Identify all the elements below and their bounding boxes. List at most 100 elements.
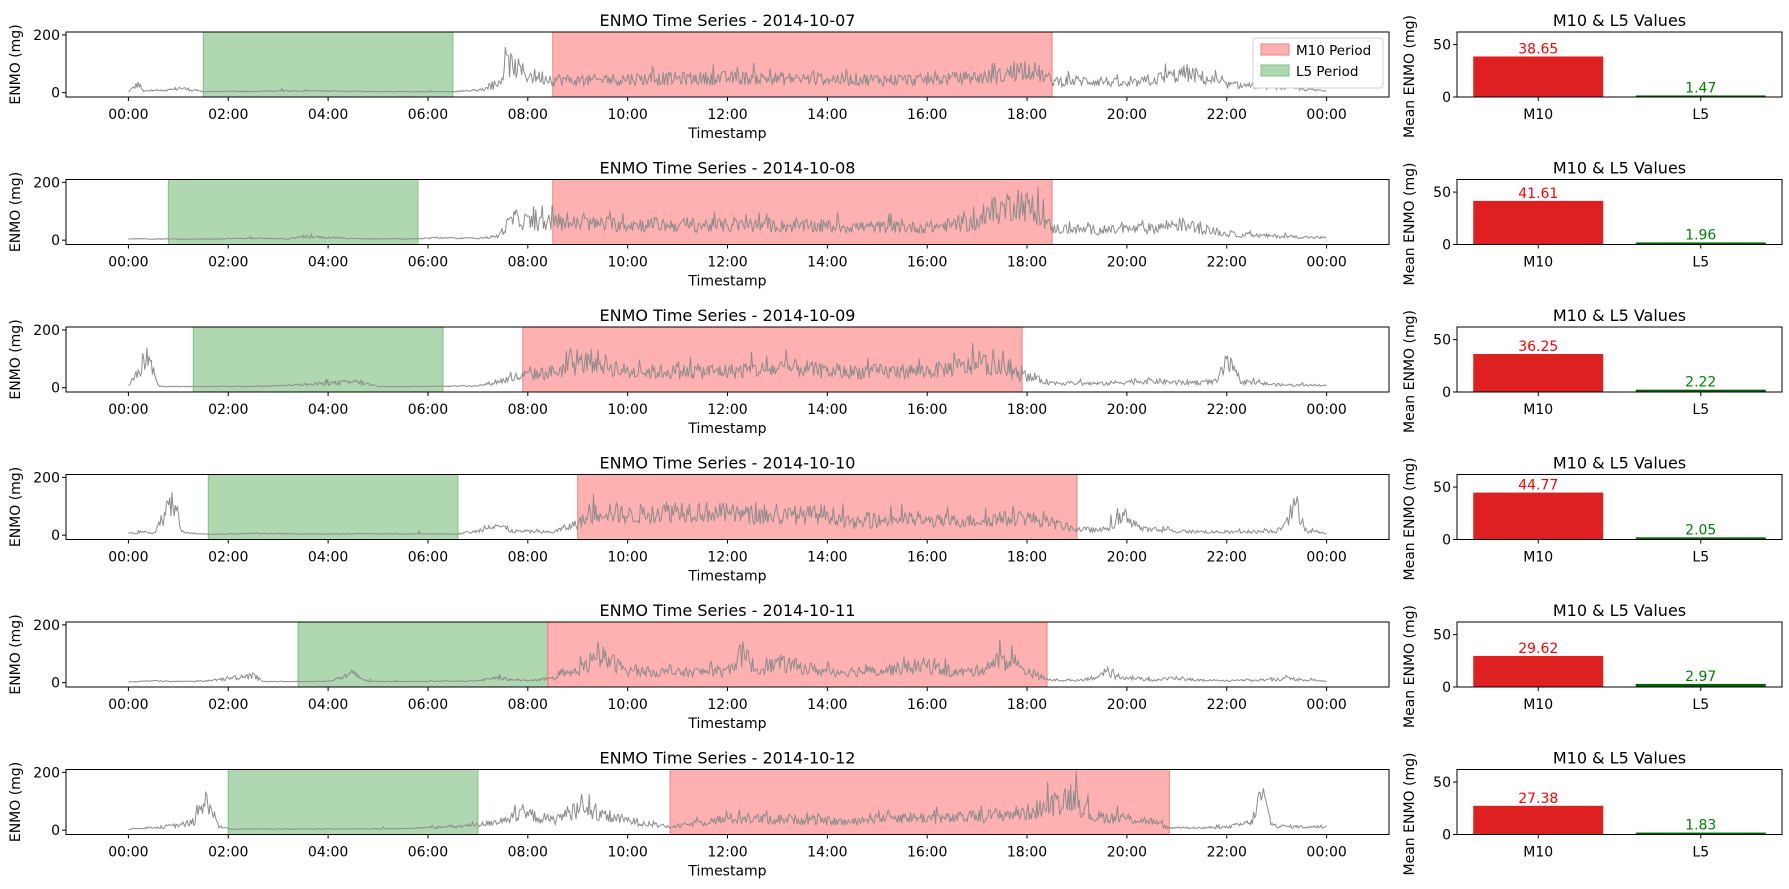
- l5-value-label: 1.96: [1685, 227, 1716, 243]
- ts-title: ENMO Time Series - 2014-10-09: [600, 306, 856, 325]
- m10-bar: [1473, 56, 1604, 97]
- bar-ylabel: Mean ENMO (mg): [1402, 15, 1418, 138]
- ts-xtick-label: 12:00: [707, 845, 747, 861]
- m10-period-band: [669, 769, 1170, 835]
- bar-xtick-label: M10: [1523, 845, 1553, 861]
- m10-bar: [1473, 200, 1604, 245]
- bar-ytick-label: 50: [1433, 185, 1451, 201]
- ts-xtick-label: 02:00: [208, 845, 248, 861]
- l5-bar: [1635, 389, 1766, 392]
- ts-ytick-label: 0: [51, 381, 60, 397]
- ts-xtick-label: 18:00: [1007, 255, 1047, 271]
- ts-ylabel: ENMO (mg): [8, 467, 24, 547]
- bar-xtick-label: L5: [1692, 845, 1709, 861]
- l5-period-band: [202, 31, 454, 98]
- ts-xtick-label: 16:00: [907, 845, 947, 861]
- bar-title: M10 & L5 Values: [1553, 749, 1686, 768]
- m10-value-label: 36.25: [1518, 339, 1558, 355]
- ts-xtick-label: 14:00: [807, 550, 847, 566]
- ts-xtick-label: 14:00: [807, 845, 847, 861]
- ts-xtick-label: 10:00: [607, 697, 647, 713]
- bar-xtick-label: M10: [1523, 402, 1553, 418]
- l5-bar: [1635, 683, 1766, 687]
- l5-period-band: [207, 474, 459, 540]
- l5-period-band: [297, 621, 549, 688]
- ts-xtick-label: 06:00: [408, 107, 448, 123]
- bar-xtick-label: M10: [1523, 255, 1553, 271]
- ts-xtick-label: 20:00: [1107, 845, 1147, 861]
- ts-xtick-label: 04:00: [308, 402, 348, 418]
- ts-ytick-label: 200: [33, 323, 60, 339]
- bar-ylabel: Mean ENMO (mg): [1402, 605, 1418, 728]
- ts-title: ENMO Time Series - 2014-10-12: [600, 749, 856, 768]
- ts-xtick-label: 00:00: [108, 845, 148, 861]
- ts-title: ENMO Time Series - 2014-10-08: [600, 159, 856, 178]
- enmo-trace: [128, 770, 1327, 830]
- l5-value-label: 1.47: [1685, 80, 1716, 96]
- m10-period-band: [522, 326, 1023, 393]
- ts-xtick-label: 10:00: [607, 255, 647, 271]
- ts-xtick-label: 12:00: [707, 402, 747, 418]
- bar-axes-frame: [1456, 769, 1783, 835]
- ts-xtick-label: 20:00: [1107, 550, 1147, 566]
- bar-ytick-label: 0: [1442, 238, 1451, 254]
- m10-bar: [1473, 655, 1604, 687]
- m10-value-label: 29.62: [1518, 641, 1558, 657]
- ts-xtick-label: 22:00: [1207, 107, 1247, 123]
- bar-ytick-label: 0: [1442, 385, 1451, 401]
- m10-bar: [1473, 805, 1604, 835]
- ts-xtick-label: 02:00: [208, 255, 248, 271]
- enmo-trace: [128, 492, 1327, 536]
- ts-xlabel: Timestamp: [687, 274, 766, 290]
- enmo-trace: [128, 47, 1327, 93]
- ts-xtick-label: 22:00: [1207, 845, 1247, 861]
- m10-period-band: [552, 179, 1053, 245]
- legend-swatch: [1260, 43, 1290, 56]
- ts-title: ENMO Time Series - 2014-10-07: [600, 11, 856, 30]
- bar-xtick-label: L5: [1692, 107, 1709, 123]
- bar-title: M10 & L5 Values: [1553, 159, 1686, 178]
- ts-xtick-label: 22:00: [1207, 402, 1247, 418]
- legend: M10 Period L5 Period: [1252, 37, 1384, 89]
- ts-ytick-label: 0: [51, 676, 60, 692]
- ts-ytick-label: 200: [33, 470, 60, 486]
- ts-xtick-label: 10:00: [607, 402, 647, 418]
- bar-ytick-label: 50: [1433, 628, 1451, 644]
- ts-xtick-label: 00:00: [1306, 550, 1346, 566]
- ts-xtick-label: 00:00: [108, 107, 148, 123]
- l5-bar: [1635, 537, 1766, 540]
- l5-period-band: [167, 179, 419, 245]
- ts-xtick-label: 00:00: [1306, 697, 1346, 713]
- ts-xtick-label: 20:00: [1107, 402, 1147, 418]
- bar-ytick-label: 50: [1433, 38, 1451, 54]
- ts-ytick-label: 200: [33, 28, 60, 44]
- ts-ytick-label: 0: [51, 233, 60, 249]
- bar-xtick-label: L5: [1692, 402, 1709, 418]
- bar-ytick-label: 50: [1433, 480, 1451, 496]
- ts-xlabel: Timestamp: [687, 126, 766, 142]
- enmo-trace: [128, 639, 1327, 683]
- bar-axes-frame: [1456, 326, 1783, 393]
- m10-period-band: [577, 474, 1078, 540]
- bar-ylabel: Mean ENMO (mg): [1402, 753, 1418, 876]
- bar-ytick-label: 0: [1442, 533, 1451, 549]
- legend-label: L5 Period: [1296, 64, 1359, 80]
- ts-xtick-label: 00:00: [108, 550, 148, 566]
- ts-xtick-label: 10:00: [607, 550, 647, 566]
- ts-xtick-label: 16:00: [907, 697, 947, 713]
- ts-xlabel: Timestamp: [687, 421, 766, 437]
- ts-xtick-label: 20:00: [1107, 697, 1147, 713]
- ts-xtick-label: 00:00: [1306, 255, 1346, 271]
- ts-xtick-label: 08:00: [508, 255, 548, 271]
- ts-ytick-label: 200: [33, 175, 60, 191]
- ts-xtick-label: 12:00: [707, 107, 747, 123]
- ts-xtick-label: 08:00: [508, 550, 548, 566]
- ts-xtick-label: 18:00: [1007, 107, 1047, 123]
- ts-xtick-label: 16:00: [907, 402, 947, 418]
- bar-ytick-label: 0: [1442, 680, 1451, 696]
- bar-axes-frame: [1456, 179, 1783, 245]
- bar-xtick-label: L5: [1692, 550, 1709, 566]
